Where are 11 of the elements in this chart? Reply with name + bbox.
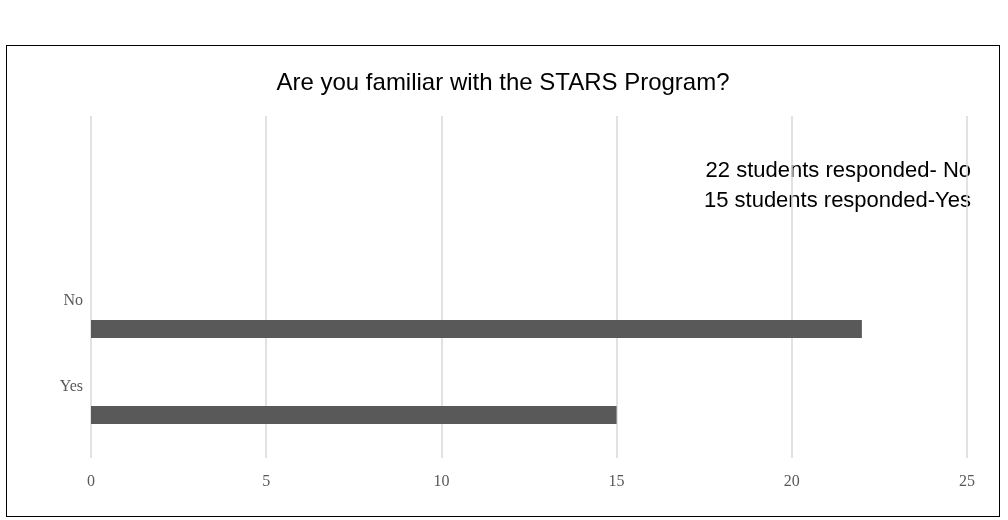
text: 22 students responded- No	[705, 156, 972, 182]
x-tick-label: 20	[783, 471, 800, 489]
x-tick-label: 10	[433, 471, 450, 489]
y-tick-label: No	[63, 290, 83, 308]
x-tick-label: 25	[959, 471, 975, 489]
y-tick-label: Yes	[59, 376, 83, 394]
x-tick-label: 0	[87, 471, 95, 489]
x-tick-label: 15	[608, 471, 625, 489]
x-tick-label: 5	[262, 471, 271, 489]
text: 15 students responded-Yes	[703, 186, 972, 212]
chart-title: Are you familiar with the STARS Program?	[276, 67, 730, 95]
